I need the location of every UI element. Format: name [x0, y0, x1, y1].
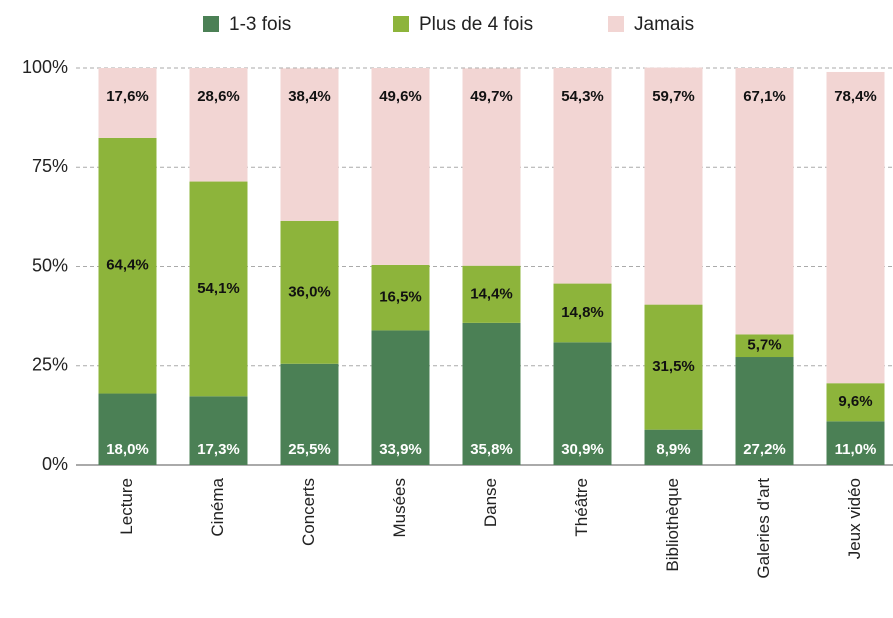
legend-swatch	[393, 16, 409, 32]
bar-segment	[371, 330, 430, 465]
data-label: 30,9%	[561, 441, 604, 458]
bar-segment	[826, 383, 885, 422]
data-label: 78,4%	[834, 88, 877, 105]
bar-segment	[462, 322, 521, 465]
data-label: 18,0%	[106, 441, 149, 458]
bar-segment	[644, 429, 703, 465]
legend-label: Jamais	[634, 14, 694, 35]
bar-segment	[280, 220, 339, 364]
data-label: 35,8%	[470, 441, 513, 458]
data-label: 49,6%	[379, 88, 422, 105]
data-label: 67,1%	[743, 88, 786, 105]
y-tick-label: 100%	[22, 57, 68, 77]
bar-segment	[189, 396, 248, 465]
bar-segment	[189, 181, 248, 397]
bar-segment	[371, 68, 430, 265]
data-label: 16,5%	[379, 289, 422, 306]
data-label: 9,6%	[838, 393, 872, 410]
x-tick-label: Jeux vidéo	[845, 478, 864, 559]
bar-segment	[826, 71, 885, 384]
data-label: 54,3%	[561, 88, 604, 105]
x-tick-label: Danse	[481, 478, 500, 527]
x-tick-label: Lecture	[117, 478, 136, 535]
y-tick-label: 50%	[32, 255, 68, 275]
data-label: 33,9%	[379, 441, 422, 458]
bar-segment	[98, 137, 157, 394]
bar-segment	[98, 393, 157, 465]
y-tick-label: 0%	[42, 454, 68, 474]
bar-segment	[462, 68, 521, 266]
data-label: 31,5%	[652, 358, 695, 375]
x-tick-label: Musées	[390, 478, 409, 538]
legend-swatch	[203, 16, 219, 32]
bar-segment	[644, 304, 703, 430]
data-label: 36,0%	[288, 283, 331, 300]
x-tick-label: Bibliothèque	[663, 478, 682, 572]
legend-label: Plus de 4 fois	[419, 14, 533, 35]
bar-segment	[735, 68, 794, 335]
data-label: 25,5%	[288, 441, 331, 458]
data-label: 49,7%	[470, 88, 513, 105]
x-tick-label: Concerts	[299, 478, 318, 546]
bar-segment	[280, 363, 339, 465]
bar-segment	[462, 265, 521, 323]
data-label: 64,4%	[106, 257, 149, 274]
data-label: 5,7%	[747, 337, 781, 354]
data-label: 27,2%	[743, 441, 786, 458]
bar-segment	[553, 342, 612, 465]
bar-segment	[189, 68, 248, 182]
data-label: 54,1%	[197, 280, 240, 297]
x-tick-label: Théâtre	[572, 478, 591, 537]
bar-segment	[644, 67, 703, 305]
bar-segment	[826, 421, 885, 465]
data-label: 38,4%	[288, 88, 331, 105]
data-label: 8,9%	[656, 441, 690, 458]
data-label: 17,6%	[106, 88, 149, 105]
data-label: 11,0%	[835, 441, 877, 458]
bar-segment	[735, 334, 794, 358]
data-label: 14,4%	[470, 285, 513, 302]
y-tick-label: 75%	[32, 156, 68, 176]
data-label: 17,3%	[197, 441, 240, 458]
bar-segment	[280, 68, 339, 221]
x-tick-label: Cinéma	[208, 477, 227, 536]
data-label: 59,7%	[652, 88, 695, 105]
bar-segment	[98, 68, 157, 138]
legend-swatch	[608, 16, 624, 32]
bar-segment	[371, 264, 430, 331]
bar-segment	[553, 68, 612, 284]
bar-segment	[735, 357, 794, 465]
data-label: 28,6%	[197, 88, 240, 105]
y-tick-label: 25%	[32, 355, 68, 375]
data-label: 14,8%	[561, 304, 604, 321]
x-tick-label: Galeries d'art	[754, 478, 773, 579]
legend-label: 1-3 fois	[229, 14, 291, 35]
bar-segment	[553, 283, 612, 343]
